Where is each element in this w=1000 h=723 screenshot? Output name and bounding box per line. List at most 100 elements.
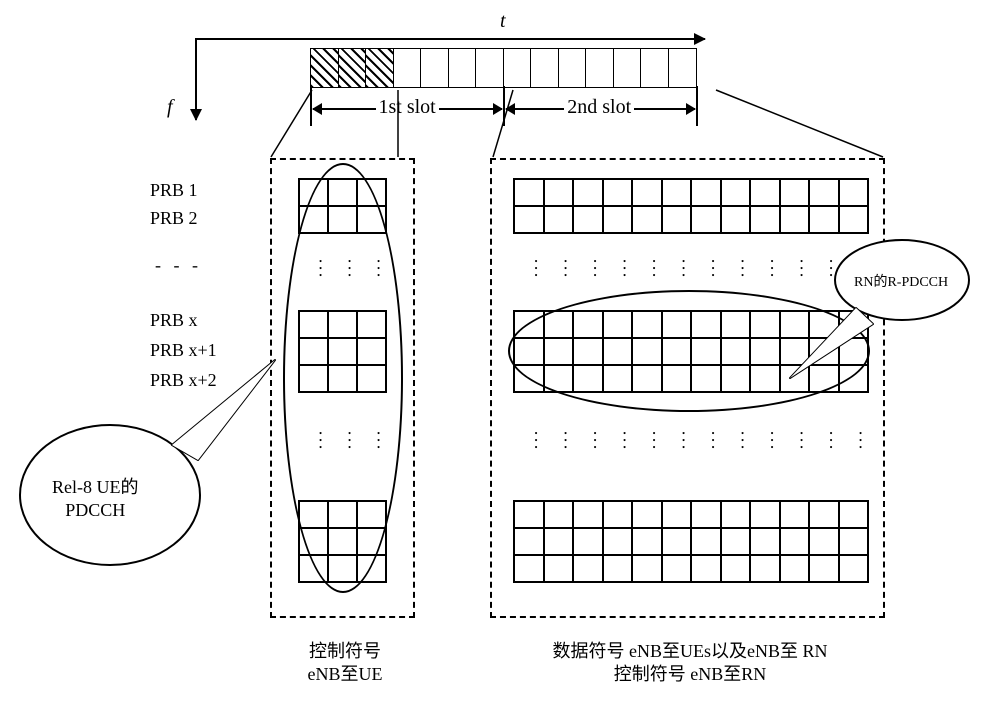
grid-cell — [544, 555, 574, 582]
grid-cell — [573, 528, 603, 555]
grid-ellipsis: ··· — [643, 430, 664, 451]
subframe-cell — [558, 48, 587, 88]
subframe-hatched-cell — [310, 48, 339, 88]
grid-cell — [691, 179, 721, 206]
grid-cell — [750, 501, 780, 528]
grid-cell — [603, 179, 633, 206]
grid-cell — [632, 179, 662, 206]
grid-cell — [691, 528, 721, 555]
grid-cell — [780, 555, 810, 582]
grid-cell — [721, 528, 751, 555]
grid-ellipsis: ··· — [731, 258, 752, 279]
grid-cell — [809, 501, 839, 528]
grid-cell — [514, 555, 544, 582]
grid-cell — [691, 501, 721, 528]
data-grid-block — [513, 178, 869, 234]
right-caption: 数据符号 eNB至UEs以及eNB至 RN控制符号 eNB至RN — [490, 640, 890, 687]
grid-ellipsis: ··· — [525, 430, 546, 451]
grid-cell — [573, 555, 603, 582]
subframe-cell — [475, 48, 504, 88]
grid-cell — [603, 501, 633, 528]
grid-cell — [544, 206, 574, 233]
grid-cell — [839, 528, 869, 555]
grid-ellipsis: ··· — [731, 430, 752, 451]
grid-cell — [691, 206, 721, 233]
grid-cell — [780, 206, 810, 233]
grid-cell — [662, 555, 692, 582]
left-caption: 控制符号eNB至UE — [280, 640, 410, 687]
grid-cell — [839, 206, 869, 233]
grid-cell — [750, 555, 780, 582]
grid-ellipsis: ··· — [820, 430, 841, 451]
r-pdcch-ellipse — [508, 290, 870, 412]
diagram-root: t f 1st slot 2nd slot PRB 1PRB 2- - -PRB… — [0, 0, 1000, 723]
grid-cell — [632, 206, 662, 233]
grid-cell — [544, 179, 574, 206]
grid-cell — [514, 528, 544, 555]
grid-ellipsis: ··· — [702, 258, 723, 279]
grid-ellipsis: ··· — [672, 430, 693, 451]
grid-cell — [632, 528, 662, 555]
time-axis-label: t — [500, 10, 506, 33]
grid-ellipsis: ··· — [643, 258, 664, 279]
grid-ellipsis: ··· — [554, 258, 575, 279]
grid-cell — [662, 179, 692, 206]
subframe-hatched-cell — [338, 48, 367, 88]
grid-cell — [603, 206, 633, 233]
grid-ellipsis: ··· — [790, 430, 811, 451]
grid-cell — [632, 555, 662, 582]
grid-cell — [809, 206, 839, 233]
r-pdcch-callout-text: RN的R-PDCCH — [854, 274, 948, 292]
grid-cell — [721, 179, 751, 206]
grid-ellipsis: ··· — [702, 430, 723, 451]
time-axis — [195, 38, 705, 40]
subframe-cell — [668, 48, 697, 88]
subframe-hatched-cell — [365, 48, 394, 88]
subframe-cell — [640, 48, 669, 88]
grid-cell — [662, 528, 692, 555]
grid-cell — [544, 501, 574, 528]
freq-axis — [195, 38, 197, 120]
grid-ellipsis: ··· — [849, 430, 870, 451]
grid-cell — [573, 179, 603, 206]
grid-cell — [809, 179, 839, 206]
grid-cell — [809, 555, 839, 582]
prb-label: PRB 2 — [150, 208, 260, 229]
slot-boundary-tick — [696, 86, 698, 126]
grid-cell — [573, 501, 603, 528]
grid-ellipsis: ··· — [790, 258, 811, 279]
subframe-cell — [420, 48, 449, 88]
grid-cell — [750, 528, 780, 555]
prb-label: PRB x+2 — [150, 370, 260, 391]
grid-ellipsis: ··· — [820, 258, 841, 279]
grid-cell — [839, 555, 869, 582]
grid-cell — [839, 501, 869, 528]
grid-cell — [721, 206, 751, 233]
grid-cell — [662, 501, 692, 528]
grid-cell — [603, 528, 633, 555]
grid-cell — [573, 206, 603, 233]
grid-cell — [750, 206, 780, 233]
grid-cell — [721, 501, 751, 528]
subframe-cell — [393, 48, 422, 88]
grid-ellipsis: ··· — [761, 430, 782, 451]
pdcch-ellipse — [283, 163, 403, 593]
grid-ellipsis: ··· — [613, 430, 634, 451]
grid-cell — [780, 501, 810, 528]
grid-ellipsis: ··· — [672, 258, 693, 279]
grid-cell — [721, 555, 751, 582]
grid-cell — [632, 501, 662, 528]
grid-ellipsis: ··· — [584, 258, 605, 279]
subframe-cell — [503, 48, 532, 88]
grid-cell — [780, 179, 810, 206]
grid-cell — [839, 179, 869, 206]
grid-cell — [750, 179, 780, 206]
subframe-cell — [448, 48, 477, 88]
subframe-row — [310, 48, 697, 88]
prb-label: PRB 1 — [150, 180, 260, 201]
vertical-ellipsis: - - - — [155, 255, 202, 276]
grid-cell — [514, 501, 544, 528]
grid-cell — [809, 528, 839, 555]
pdcch-callout-text: Rel-8 UE的PDCCH — [52, 476, 138, 521]
grid-cell — [780, 528, 810, 555]
